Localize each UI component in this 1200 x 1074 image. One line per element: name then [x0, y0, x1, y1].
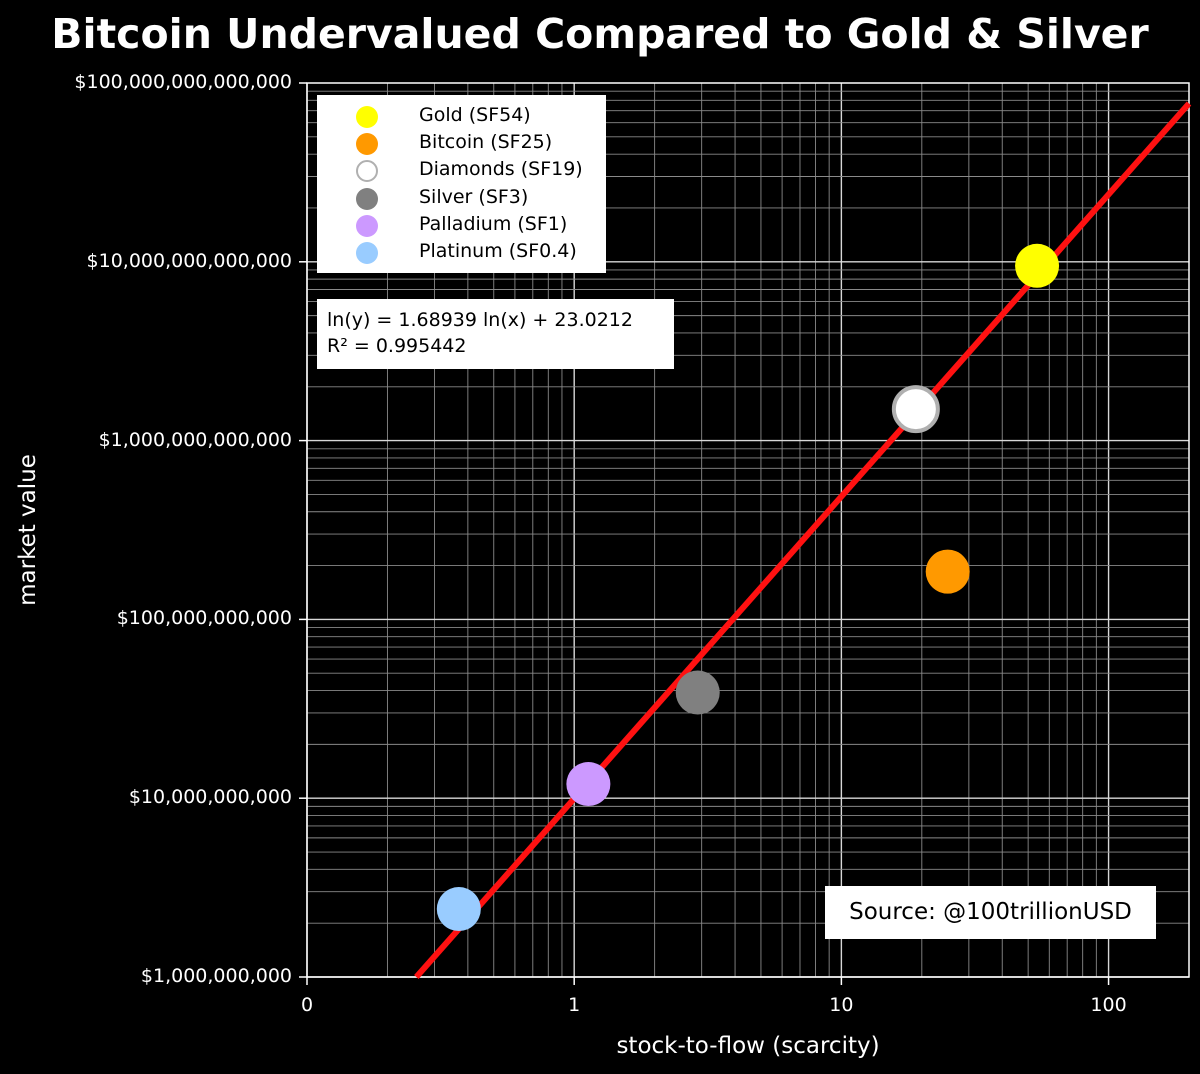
y-axis-label: market value [15, 454, 41, 606]
y-tick-label: $10,000,000,000 [128, 786, 292, 809]
data-point [1015, 243, 1060, 288]
legend-item: Palladium (SF1) [317, 212, 606, 239]
source-annotation: Source: @100trillionUSD [825, 886, 1156, 939]
regression-r-squared: R² = 0.995442 [327, 335, 467, 357]
legend-swatch [356, 106, 378, 128]
legend-label: Bitcoin (SF25) [419, 131, 553, 154]
plot-frame [306, 82, 1190, 978]
x-tick-label: 1 [568, 994, 581, 1016]
legend-label: Diamonds (SF19) [419, 158, 583, 181]
data-point [675, 670, 720, 715]
y-tick-label: $1,000,000,000 [140, 965, 292, 987]
legend-item: Diamonds (SF19) [317, 157, 606, 184]
data-points [436, 243, 1060, 932]
data-point [566, 762, 611, 807]
chart-title: Bitcoin Undervalued Compared to Gold & S… [51, 10, 1149, 58]
data-point [436, 887, 481, 932]
legend: Gold (SF54) Bitcoin (SF25) Diamonds (SF19)… [317, 95, 606, 273]
legend-label: Palladium (SF1) [419, 212, 568, 235]
legend-item: Silver (SF3) [317, 185, 606, 212]
legend-swatch [356, 242, 378, 264]
x-tick-label: 10 [829, 994, 854, 1016]
legend-item: Platinum (SF0.4) [317, 239, 606, 266]
legend-label: Platinum (SF0.4) [419, 240, 577, 262]
regression-line [414, 101, 1192, 979]
legend-swatch [356, 187, 378, 210]
tick-marks [299, 82, 1110, 985]
y-tick-label: $100,000,000,000 [116, 607, 292, 630]
data-point [925, 549, 970, 594]
legend-item: Bitcoin (SF25) [317, 130, 606, 157]
legend-label: Gold (SF54) [419, 104, 531, 126]
legend-swatch [356, 133, 378, 156]
y-tick-label: $100,000,000,000,000 [74, 71, 292, 93]
x-tick-label: 0 [300, 994, 314, 1016]
data-point [891, 385, 940, 434]
y-tick-label: $10,000,000,000,000 [86, 249, 292, 272]
y-tick-label: $1,000,000,000,000 [98, 428, 292, 451]
x-axis-label: stock-to-flow (scarcity) [616, 1033, 880, 1059]
legend-swatch [356, 160, 378, 183]
legend-swatch [356, 214, 378, 237]
legend-label: Silver (SF3) [419, 185, 529, 208]
x-tick-label: 100 [1090, 994, 1127, 1016]
legend-item: Gold (SF54) [317, 103, 606, 130]
regression-equation-box: ln(y) = 1.68939 ln(x) + 23.0212 R² = 0.9… [317, 299, 674, 369]
regression-equation: ln(y) = 1.68939 ln(x) + 23.0212 [327, 309, 633, 331]
